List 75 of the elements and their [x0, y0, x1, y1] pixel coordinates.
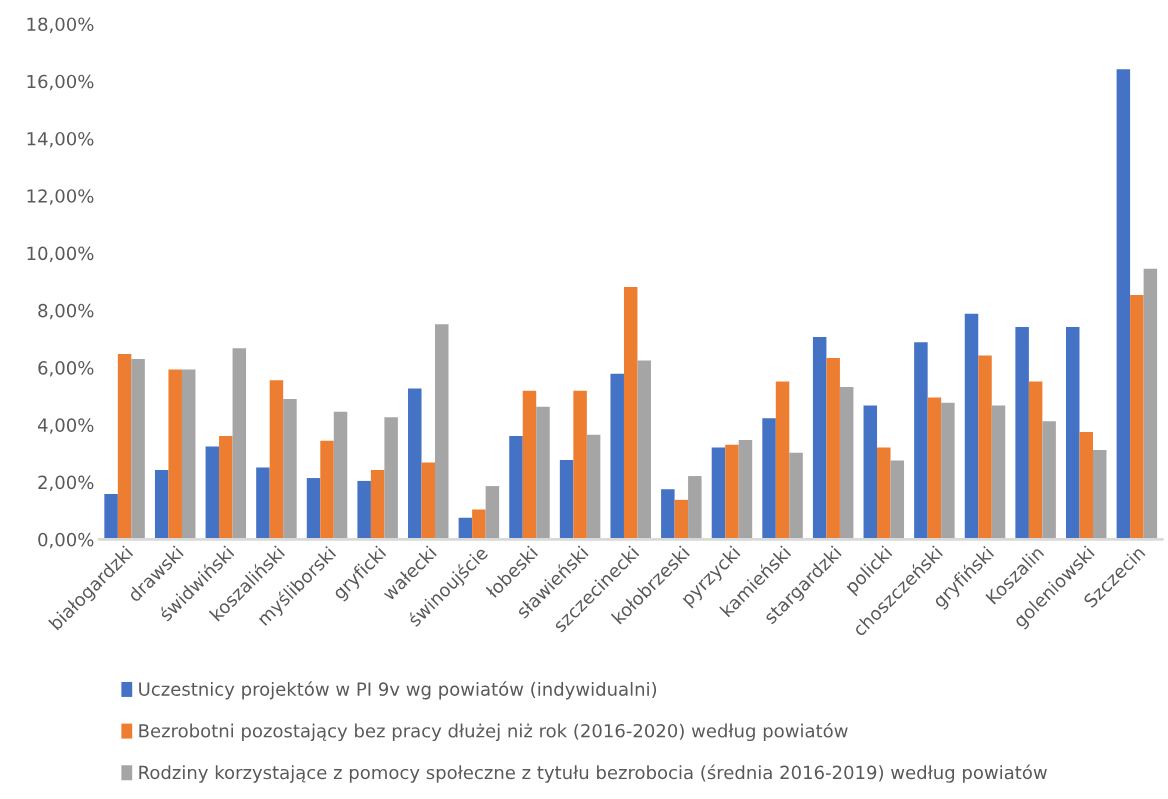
y-tick-label: 18,00% — [27, 17, 94, 33]
bar — [256, 467, 270, 540]
bar — [623, 287, 638, 540]
bar — [1065, 326, 1080, 540]
bar — [283, 399, 297, 540]
bar — [485, 486, 500, 540]
bar — [168, 369, 182, 540]
bar — [232, 348, 247, 540]
y-tick-label: 12,00% — [27, 189, 94, 205]
bar — [1028, 381, 1043, 540]
legend-label: Uczestnicy projektów w PI 9v wg powiatów (indywidualni) — [139, 681, 657, 700]
bar — [762, 418, 776, 540]
bar — [863, 405, 878, 540]
bar — [472, 509, 486, 540]
bar — [435, 324, 449, 540]
bar — [775, 381, 790, 540]
bar — [890, 460, 905, 540]
y-tick-label: 16,00% — [27, 74, 94, 91]
bar — [269, 380, 284, 540]
y-tick-label: 2,00% — [38, 475, 94, 492]
bar — [826, 358, 840, 540]
bar — [991, 405, 1006, 540]
bar — [711, 447, 726, 540]
bar — [978, 355, 992, 540]
bar — [219, 435, 233, 540]
bar — [573, 390, 587, 540]
bar — [964, 313, 979, 540]
bar — [1092, 450, 1107, 540]
bar — [370, 470, 385, 540]
bar — [536, 406, 550, 540]
bar — [522, 390, 537, 540]
bar — [586, 434, 601, 540]
bar — [1042, 421, 1056, 540]
bar — [610, 373, 624, 540]
bar — [131, 358, 145, 540]
bar — [661, 489, 675, 540]
bar — [333, 411, 348, 540]
bar — [927, 397, 942, 540]
y-tick-label: 6,00% — [38, 361, 94, 377]
bar — [839, 387, 854, 540]
bar — [408, 388, 422, 540]
bar — [941, 402, 955, 540]
bar — [205, 446, 220, 540]
legend-label: Bezrobotni pozostający bez pracy dłużej niż rok (2016-2020) według powiatów — [139, 722, 848, 742]
bar — [421, 462, 436, 540]
bar — [877, 447, 891, 540]
bar — [559, 460, 574, 540]
y-tick-label: 4,00% — [37, 418, 94, 434]
bar — [509, 435, 523, 540]
bar — [725, 444, 739, 540]
bar — [154, 470, 169, 540]
bar — [117, 354, 132, 540]
bar — [914, 342, 928, 540]
y-tick-label: 10,00% — [27, 246, 94, 262]
bar — [181, 369, 196, 540]
y-tick-label: 14,00% — [27, 131, 94, 148]
bar — [789, 452, 803, 540]
bar — [306, 478, 321, 540]
bar — [1143, 268, 1158, 540]
bar — [688, 476, 702, 540]
bar — [384, 417, 398, 540]
bar — [637, 360, 651, 540]
bar — [1116, 69, 1131, 540]
bar — [812, 336, 827, 540]
bar — [357, 480, 371, 540]
bar — [320, 440, 334, 540]
y-tick-label: 8,00% — [38, 303, 94, 320]
bar — [458, 517, 473, 540]
bar — [1079, 431, 1093, 540]
bar — [1130, 295, 1144, 540]
bar — [738, 439, 753, 540]
bar — [1015, 326, 1029, 540]
legend-label: Rodziny korzystające z pomocy społeczne z tytułu bezrobocia (średnia 2016-2019) według powiatów — [139, 764, 1047, 783]
bar — [674, 499, 689, 540]
bar — [104, 494, 118, 540]
